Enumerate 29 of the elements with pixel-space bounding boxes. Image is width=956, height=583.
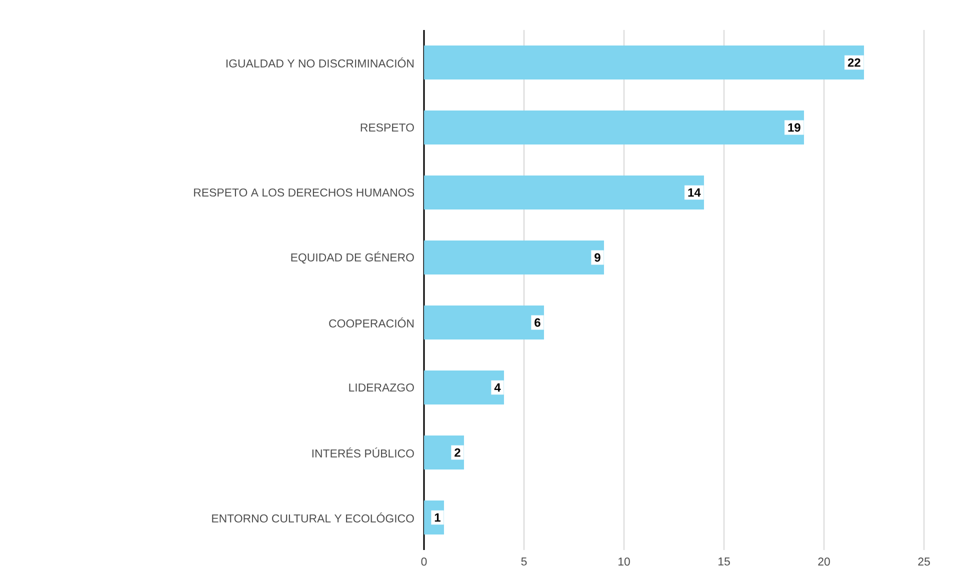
data-label: 14 xyxy=(688,188,701,197)
bar xyxy=(424,240,604,274)
data-label: 19 xyxy=(788,123,800,132)
y-tick-label: LIDERAZGO xyxy=(349,383,414,392)
x-tick-label: 15 xyxy=(718,558,730,566)
y-tick-label: INTERÉS PÚBLICO xyxy=(312,447,414,458)
data-label: 22 xyxy=(848,58,860,67)
bar xyxy=(424,110,804,144)
data-label: 6 xyxy=(534,318,540,327)
data-label: 4 xyxy=(494,383,501,392)
x-tick-label: 20 xyxy=(818,558,830,566)
x-tick-label: 5 xyxy=(521,558,527,566)
x-tick-label: 0 xyxy=(421,558,427,566)
x-tick-label: 10 xyxy=(618,558,630,566)
bar xyxy=(424,370,504,404)
x-tick-label: 25 xyxy=(918,558,930,566)
y-tick-label: RESPETO A LOS DERECHOS HUMANOS xyxy=(194,188,414,197)
data-label: 2 xyxy=(454,448,460,457)
data-label: 9 xyxy=(594,253,600,262)
y-tick-label: COOPERACIÓN xyxy=(329,317,414,328)
data-label: 1 xyxy=(434,513,440,522)
bar xyxy=(424,305,544,340)
y-tick-label: EQUIDAD DE GÉNERO xyxy=(291,251,414,264)
bar xyxy=(424,45,864,80)
bar xyxy=(424,175,704,210)
y-tick-label: ENTORNO CULTURAL Y ECOLÓGICO xyxy=(212,512,414,523)
y-tick-label: IGUALDAD Y NO DISCRIMINACIÓN xyxy=(226,57,414,68)
y-tick-label: RESPETO xyxy=(360,123,414,132)
bar xyxy=(424,436,464,470)
